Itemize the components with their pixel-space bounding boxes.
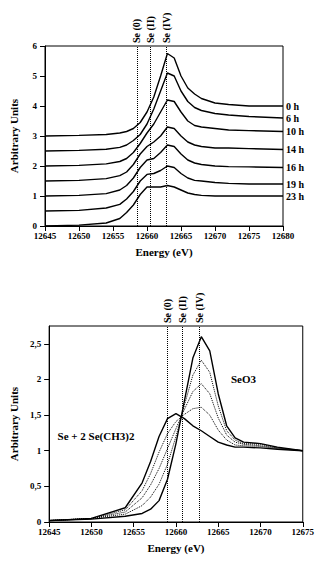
svg-text:Se (IV): Se (IV)	[194, 293, 206, 323]
svg-text:12660: 12660	[136, 231, 159, 241]
svg-text:5: 5	[33, 71, 38, 81]
svg-text:1: 1	[33, 191, 38, 201]
svg-text:16 h: 16 h	[286, 162, 305, 173]
svg-text:12670: 12670	[204, 231, 227, 241]
svg-text:6 h: 6 h	[286, 113, 300, 124]
svg-text:12645: 12645	[34, 231, 57, 241]
svg-text:12670: 12670	[249, 527, 272, 537]
svg-text:12655: 12655	[102, 231, 125, 241]
svg-text:Se (II): Se (II)	[177, 296, 189, 323]
svg-text:12680: 12680	[272, 231, 295, 241]
svg-text:Se (0): Se (0)	[162, 299, 174, 323]
svg-text:SeO3: SeO3	[231, 373, 257, 385]
svg-text:0 h: 0 h	[286, 101, 300, 112]
svg-text:12650: 12650	[80, 527, 103, 537]
svg-text:2,5: 2,5	[30, 339, 42, 349]
svg-text:Se (IV): Se (IV)	[161, 13, 173, 43]
svg-text:Arbitrary Units: Arbitrary Units	[8, 98, 20, 173]
svg-text:Se + 2 Se(CH3)2: Se + 2 Se(CH3)2	[58, 430, 135, 443]
svg-text:4: 4	[33, 101, 38, 111]
svg-text:19 h: 19 h	[286, 179, 305, 190]
svg-text:0,5: 0,5	[30, 481, 42, 491]
svg-text:12665: 12665	[170, 231, 193, 241]
svg-text:12660: 12660	[165, 527, 188, 537]
svg-text:14 h: 14 h	[286, 144, 305, 155]
svg-text:2: 2	[33, 161, 38, 171]
svg-text:Energy (eV): Energy (eV)	[135, 246, 192, 259]
svg-text:12655: 12655	[122, 527, 145, 537]
svg-text:Energy (eV): Energy (eV)	[147, 542, 204, 555]
svg-text:12665: 12665	[207, 527, 230, 537]
svg-text:Arbitrary Units: Arbitrary Units	[8, 386, 20, 461]
svg-text:0: 0	[33, 221, 38, 231]
svg-text:6: 6	[33, 41, 38, 51]
svg-text:0: 0	[37, 517, 42, 527]
svg-text:1: 1	[37, 446, 42, 456]
svg-text:12675: 12675	[292, 527, 315, 537]
svg-text:Se (0): Se (0)	[131, 19, 143, 43]
svg-text:10 h: 10 h	[286, 126, 305, 137]
svg-text:2: 2	[37, 374, 42, 384]
svg-text:Se (II): Se (II)	[145, 16, 157, 43]
svg-text:23 h: 23 h	[286, 191, 305, 202]
svg-text:12650: 12650	[68, 231, 91, 241]
svg-text:3: 3	[33, 131, 38, 141]
svg-text:12675: 12675	[238, 231, 261, 241]
svg-text:12645: 12645	[38, 527, 61, 537]
svg-text:1,5: 1,5	[30, 410, 42, 420]
